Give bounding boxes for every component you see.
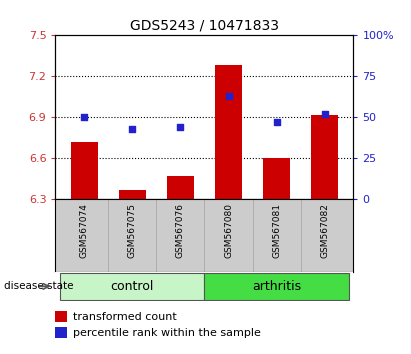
- Bar: [312, 115, 338, 199]
- Bar: [55, 327, 67, 338]
- Text: GSM567075: GSM567075: [128, 203, 137, 258]
- Point: [81, 115, 88, 120]
- Text: GSM567074: GSM567074: [80, 203, 89, 258]
- Bar: [119, 190, 145, 199]
- Text: transformed count: transformed count: [74, 312, 177, 322]
- Bar: [263, 158, 290, 199]
- Text: GSM567080: GSM567080: [224, 203, 233, 258]
- Bar: [71, 142, 97, 199]
- Point: [129, 126, 136, 132]
- Bar: [167, 176, 194, 199]
- FancyBboxPatch shape: [205, 273, 349, 300]
- FancyBboxPatch shape: [60, 273, 205, 300]
- Point: [321, 111, 328, 117]
- Point: [177, 124, 184, 130]
- Text: arthritis: arthritis: [252, 280, 301, 293]
- Text: percentile rank within the sample: percentile rank within the sample: [74, 328, 261, 338]
- Text: GSM567076: GSM567076: [176, 203, 185, 258]
- Text: GSM567082: GSM567082: [320, 203, 329, 258]
- Text: GSM567081: GSM567081: [272, 203, 281, 258]
- Bar: [55, 312, 67, 322]
- Point: [225, 93, 232, 99]
- Text: control: control: [111, 280, 154, 293]
- Title: GDS5243 / 10471833: GDS5243 / 10471833: [130, 19, 279, 33]
- Bar: [215, 65, 242, 199]
- Point: [273, 119, 280, 125]
- Text: disease state: disease state: [4, 281, 74, 291]
